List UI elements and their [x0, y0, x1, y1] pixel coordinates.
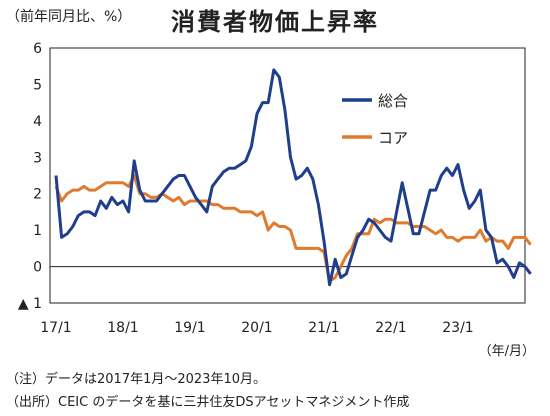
- y-tick-label: 5: [33, 77, 42, 93]
- x-axis-ticks: 17/1 18/1 19/1 20/1 21/1 22/1 23/1: [40, 320, 473, 336]
- unit-label: （前年同月比、%）: [6, 9, 132, 25]
- series-line-core: [54, 174, 532, 283]
- note-source: （出所）CEIC のデータを基に三井住友DSアセットマネジメント作成: [6, 395, 410, 410]
- y-axis-ticks: 6 5 4 3 2 1 0 ▲ 1: [18, 41, 42, 312]
- series-lines: [54, 68, 532, 287]
- plot-frame: [49, 47, 526, 304]
- y-tick-label: 4: [33, 114, 42, 130]
- y-tick-label: 2: [33, 187, 42, 203]
- series-line-headline: [54, 68, 532, 287]
- x-tick-label: 23/1: [442, 320, 473, 336]
- x-tick-label: 19/1: [174, 320, 205, 336]
- note-period: （注）データは2017年1月～2023年10月。: [6, 372, 266, 387]
- legend-label: コア: [378, 129, 408, 147]
- x-tick-label: 20/1: [241, 320, 272, 336]
- y-tick-label: 0: [33, 260, 42, 276]
- y-tick-label: 3: [33, 150, 42, 166]
- x-tick-label: 22/1: [375, 320, 406, 336]
- x-tick-label: 17/1: [40, 320, 71, 336]
- x-tick-label: 18/1: [107, 320, 138, 336]
- x-axis-label: （年/月）: [479, 344, 535, 359]
- legend-label: 総合: [378, 92, 408, 110]
- y-tick-label: 6: [33, 41, 42, 57]
- chart-title: 消費者物価上昇率: [171, 8, 379, 36]
- y-tick-label: 1: [33, 223, 42, 239]
- x-tick-label: 21/1: [308, 320, 339, 336]
- y-tick-label: ▲ 1: [18, 296, 42, 312]
